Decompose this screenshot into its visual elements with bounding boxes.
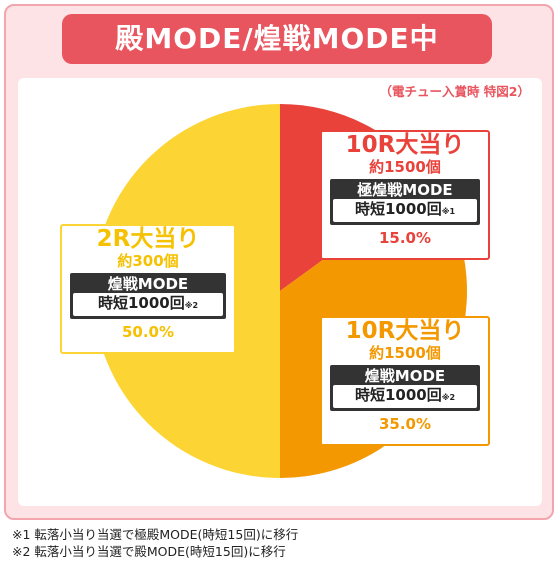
footnotes: ※1 転落小当り当選で極殿MODE(時短15回)に移行 ※2 転落小当り当選で殿… xyxy=(12,526,298,560)
slice-title: 2R大当り xyxy=(62,226,234,252)
mode-badge: 煌戦MODE 時短1000回※2 xyxy=(330,365,480,411)
slice-percent: 50.0% xyxy=(62,321,234,343)
footnote-mark: ※1 xyxy=(442,207,455,216)
mode-limit: 時短1000回※1 xyxy=(333,199,477,222)
footnote-1: ※1 転落小当り当選で極殿MODE(時短15回)に移行 xyxy=(12,526,298,543)
slice-percent: 35.0% xyxy=(322,413,488,435)
footnote-mark: ※2 xyxy=(185,301,198,310)
slice-title: 10R大当り xyxy=(322,318,488,344)
slice-label-box-50: 2R大当り 約300個 煌戦MODE 時短1000回※2 50.0% xyxy=(60,224,236,354)
footnote-2: ※2 転落小当り当選で殿MODE(時短15回)に移行 xyxy=(12,543,298,560)
slice-label-box-15: 10R大当り 約1500個 極煌戦MODE 時短1000回※1 15.0% xyxy=(320,130,490,260)
slice-payout: 約300個 xyxy=(62,252,234,270)
slice-payout: 約1500個 xyxy=(322,158,488,176)
mode-badge: 極煌戦MODE 時短1000回※1 xyxy=(330,179,480,225)
limit-text: 時短1000回 xyxy=(98,294,185,312)
slice-label-box-35: 10R大当り 約1500個 煌戦MODE 時短1000回※2 35.0% xyxy=(320,316,490,446)
footnote-mark: ※2 xyxy=(442,393,455,402)
slice-title: 10R大当り xyxy=(322,132,488,158)
mode-limit: 時短1000回※2 xyxy=(73,293,223,316)
mode-name: 煌戦MODE xyxy=(73,275,223,293)
slice-payout: 約1500個 xyxy=(322,344,488,362)
mode-badge: 煌戦MODE 時短1000回※2 xyxy=(70,273,226,319)
mode-name: 極煌戦MODE xyxy=(333,181,477,199)
mode-limit: 時短1000回※2 xyxy=(333,385,477,408)
limit-text: 時短1000回 xyxy=(355,200,442,218)
limit-text: 時短1000回 xyxy=(355,386,442,404)
mode-name: 煌戦MODE xyxy=(333,367,477,385)
slice-percent: 15.0% xyxy=(322,227,488,249)
